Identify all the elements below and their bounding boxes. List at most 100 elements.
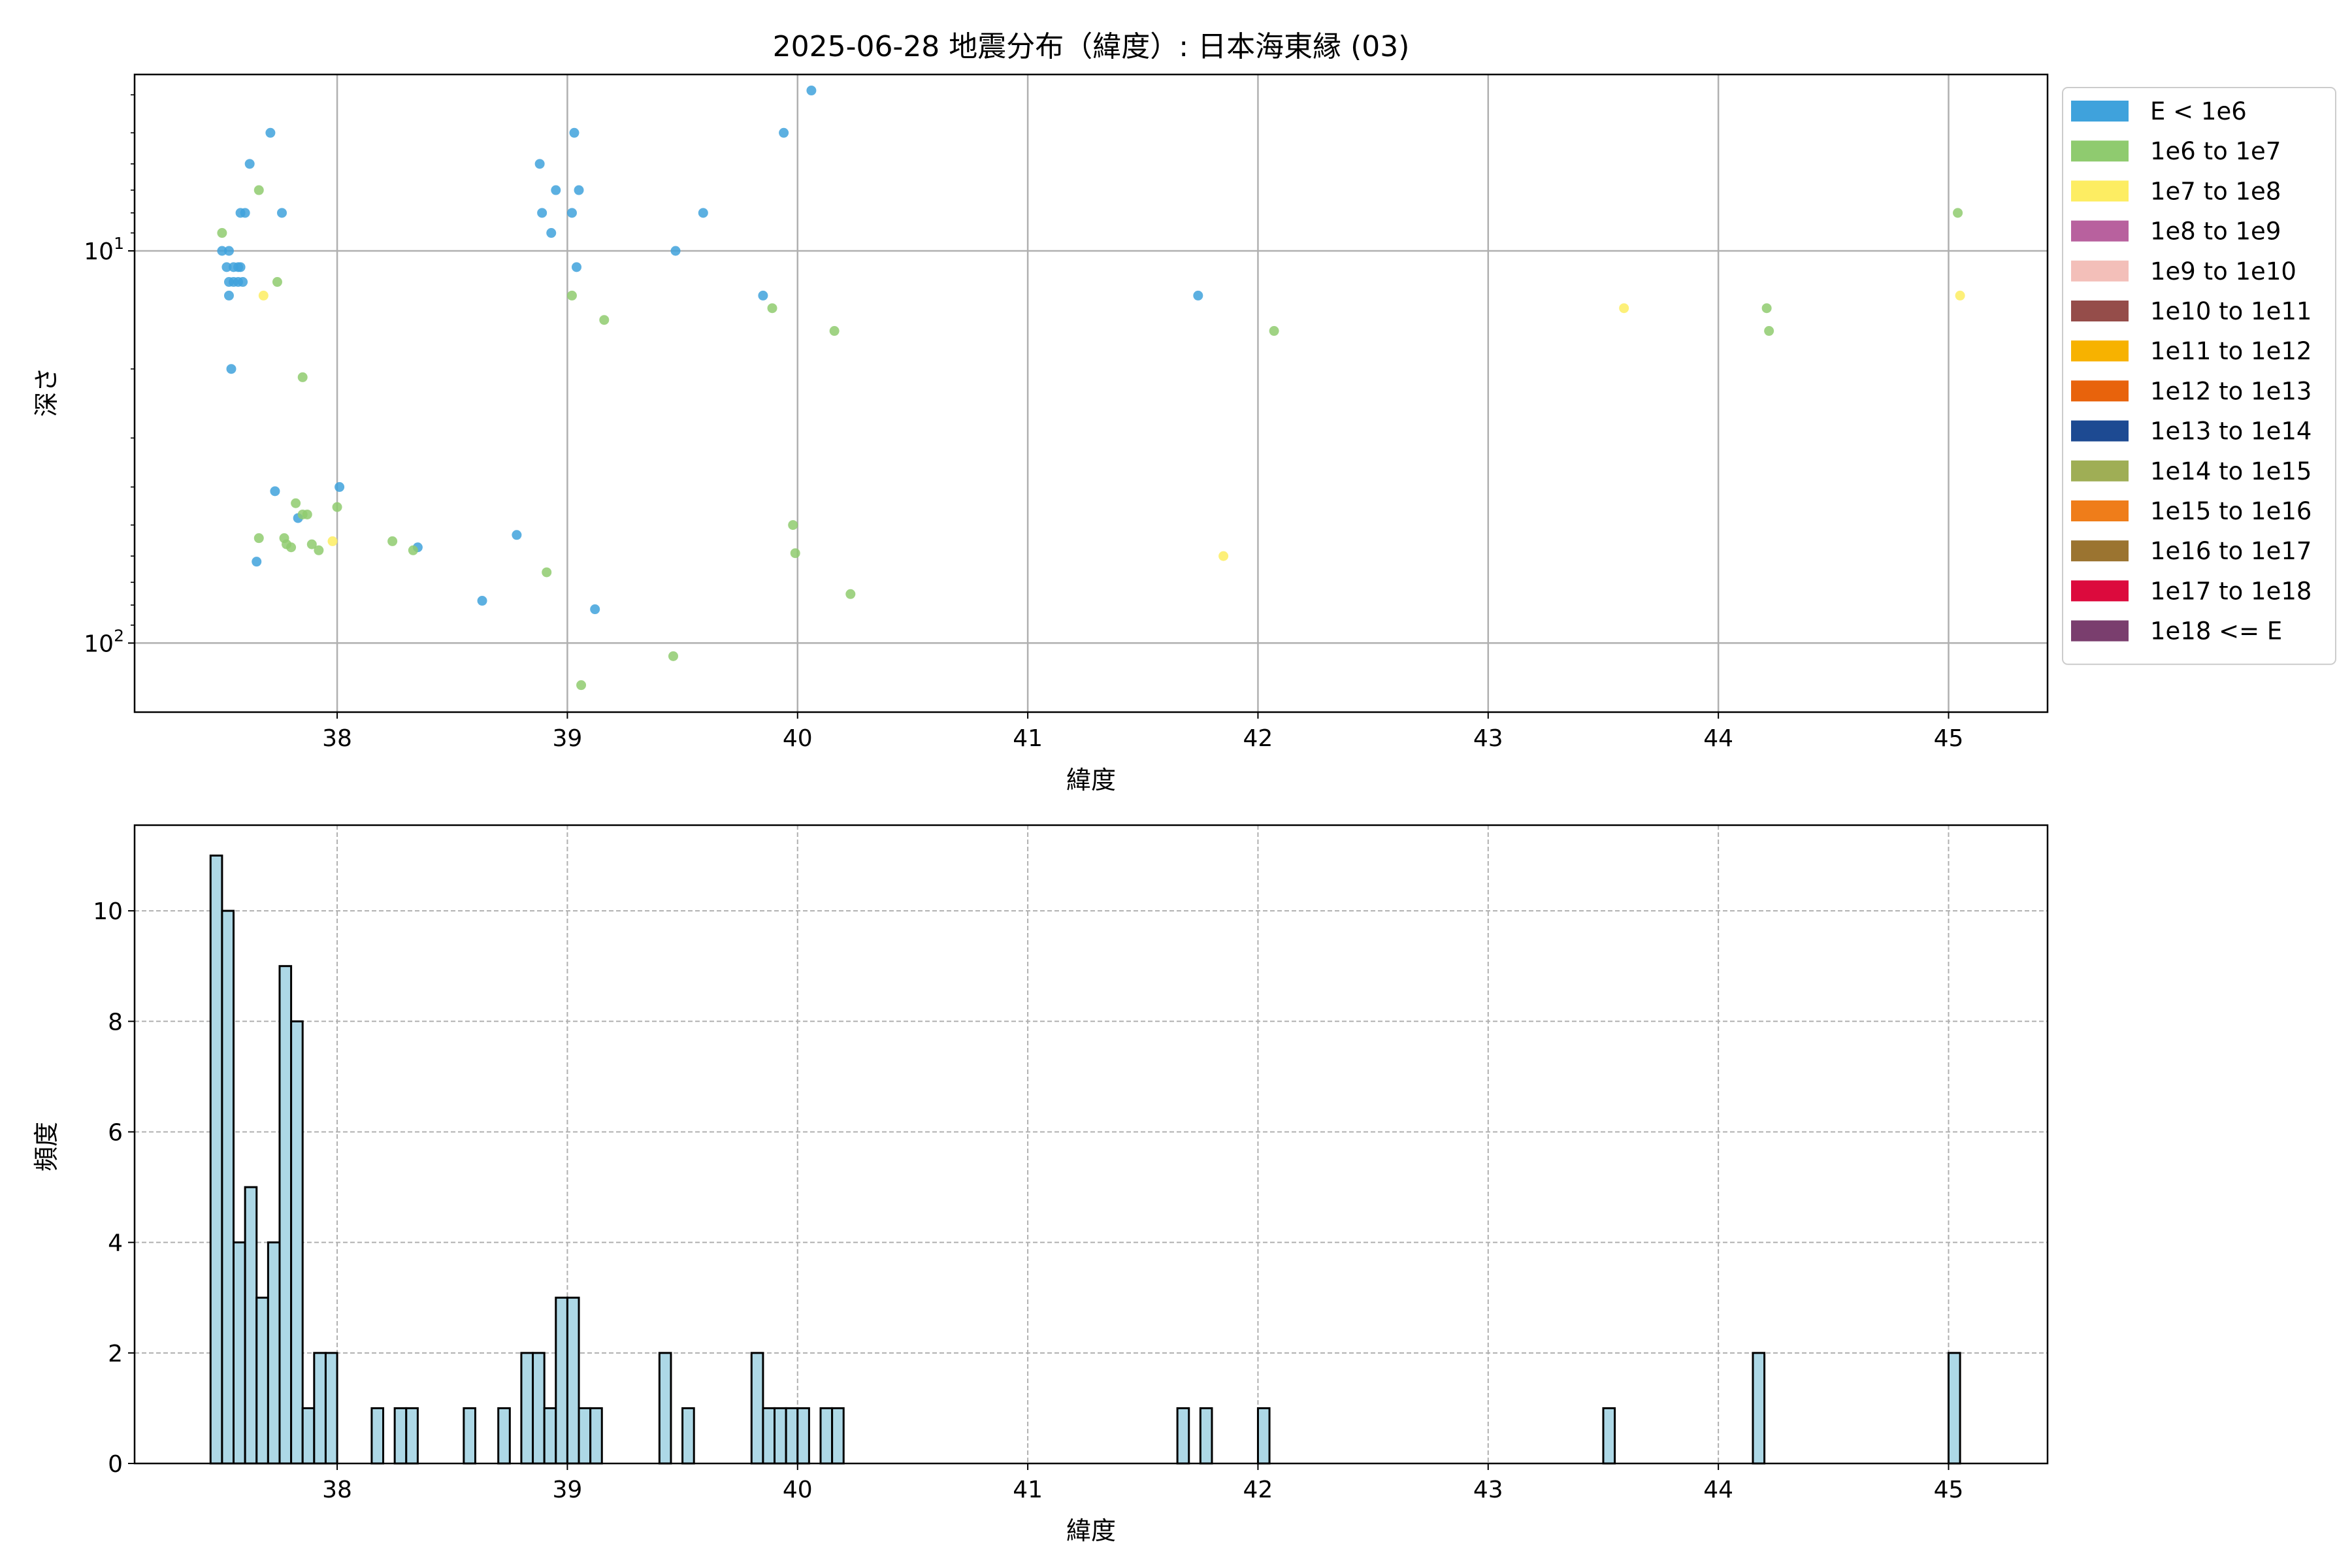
scatter-grid xyxy=(135,74,2048,712)
histogram-x-tick-label: 42 xyxy=(1243,1477,1273,1503)
scatter-point xyxy=(272,277,282,287)
scatter-point xyxy=(1955,290,1965,301)
histogram-bar xyxy=(532,1352,546,1465)
legend-entry-label: 1e6 to 1e7 xyxy=(2150,137,2281,165)
histogram-bar xyxy=(796,1407,810,1465)
scatter-point xyxy=(537,208,547,218)
histogram-bar xyxy=(221,909,235,1465)
legend-entry-label: 1e13 to 1e14 xyxy=(2150,417,2311,446)
histogram-y-tick-label: 10 xyxy=(93,898,123,925)
scatter-point xyxy=(572,262,582,272)
chart-title: 2025-06-28 地震分布（緯度）: 日本海東縁 (03) xyxy=(773,30,1410,63)
scatter-point xyxy=(270,486,280,497)
histogram-bars xyxy=(209,855,1961,1465)
scatter-point xyxy=(788,520,798,531)
legend-swatch xyxy=(2071,580,2129,602)
histogram-panel: 38 39 40 41 42 43 44 45 0 2 4 6 8 10 緯度 頻度 xyxy=(32,824,2049,1545)
scatter-point xyxy=(297,372,308,382)
scatter-point xyxy=(240,208,250,218)
histogram-bar xyxy=(405,1407,419,1465)
histogram-y-tick-label: 4 xyxy=(108,1230,123,1257)
scatter-point xyxy=(574,185,584,195)
histogram-bar xyxy=(578,1407,592,1465)
histogram-bar xyxy=(301,1407,316,1465)
scatter-x-axis-label: 緯度 xyxy=(1066,766,1116,794)
scatter-point xyxy=(1193,290,1203,301)
legend-swatch xyxy=(2071,620,2129,642)
scatter-point xyxy=(477,596,487,606)
scatter-point xyxy=(327,536,338,546)
histogram-bar xyxy=(785,1407,799,1465)
scatter-point xyxy=(698,208,708,218)
scatter-point xyxy=(1953,208,1963,218)
scatter-point xyxy=(668,651,678,661)
scatter-point xyxy=(314,545,324,555)
histogram-bar xyxy=(658,1352,672,1465)
histogram-y-tick-label: 6 xyxy=(108,1119,123,1146)
scatter-point xyxy=(291,498,301,508)
histogram-bar xyxy=(290,1020,304,1465)
scatter-point xyxy=(569,127,580,138)
scatter-point xyxy=(253,533,264,544)
scatter-point xyxy=(779,127,789,138)
scatter-point xyxy=(335,482,345,492)
scatter-point xyxy=(599,315,610,325)
scatter-point xyxy=(226,364,237,374)
scatter-point xyxy=(670,246,681,256)
legend-swatch xyxy=(2071,301,2129,321)
scatter-point xyxy=(806,86,817,96)
scatter-x-tick-label: 43 xyxy=(1473,725,1503,752)
histogram-bar xyxy=(324,1352,338,1465)
scatter-point xyxy=(551,185,561,195)
histogram-y-tick-label: 8 xyxy=(108,1009,123,1036)
scatter-point xyxy=(258,290,269,301)
legend-entry-label: 1e11 to 1e12 xyxy=(2150,337,2311,365)
scatter-point xyxy=(235,262,246,272)
legend-entry-label: 1e15 to 1e16 xyxy=(2150,497,2311,525)
scatter-point xyxy=(829,326,840,336)
histogram-bar xyxy=(267,1241,281,1465)
histogram-bar xyxy=(1176,1407,1190,1465)
scatter-x-tick-label: 38 xyxy=(322,725,352,752)
histogram-bar xyxy=(819,1407,834,1465)
scatter-point xyxy=(223,246,234,256)
scatter-point xyxy=(306,539,317,549)
legend-entry-label: 1e16 to 1e17 xyxy=(2150,537,2311,565)
scatter-point xyxy=(566,290,577,301)
legend-entry-label: 1e14 to 1e15 xyxy=(2150,457,2311,485)
legend-swatch xyxy=(2071,540,2129,562)
histogram-bar xyxy=(520,1352,534,1465)
histogram-bar xyxy=(1752,1352,1766,1465)
histogram-bar xyxy=(1256,1407,1271,1465)
histogram-bar xyxy=(774,1407,787,1465)
scatter-point xyxy=(244,159,255,169)
scatter-point xyxy=(1218,551,1229,561)
histogram-frame xyxy=(133,824,2049,1465)
legend: E < 1e6 1e6 to 1e7 1e7 to 1e8 1e8 to 1e9 1e9… xyxy=(2062,87,2336,665)
scatter-panel: 38 39 40 41 42 43 44 45 101 102 緯度 深さ E < 1e6 1e6 … xyxy=(32,73,2336,794)
scatter-point xyxy=(758,290,768,301)
scatter-point xyxy=(512,530,522,540)
histogram-bar xyxy=(497,1407,511,1465)
histogram-bar xyxy=(1602,1407,1616,1465)
histogram-bar xyxy=(209,855,223,1465)
scatter-point xyxy=(576,680,587,691)
histogram-bar xyxy=(681,1407,695,1465)
scatter-point xyxy=(252,557,262,567)
scatter-point xyxy=(1761,303,1772,314)
scatter-point xyxy=(221,262,232,272)
histogram-bar xyxy=(762,1407,776,1465)
scatter-point xyxy=(566,208,577,218)
scatter-point xyxy=(1619,303,1629,314)
histogram-x-axis-label: 緯度 xyxy=(1066,1516,1116,1545)
histogram-bar xyxy=(244,1186,258,1465)
legend-swatch xyxy=(2071,340,2129,362)
histogram-bar xyxy=(831,1407,845,1465)
histogram-x-tick-label: 43 xyxy=(1473,1477,1503,1503)
histogram-bar xyxy=(370,1407,385,1465)
histogram-y-axis-label: 頻度 xyxy=(32,1122,61,1171)
scatter-x-tick-label: 44 xyxy=(1703,725,1733,752)
legend-entry-label: 1e10 to 1e11 xyxy=(2150,297,2311,325)
histogram-x-tick-label: 44 xyxy=(1703,1477,1733,1503)
histogram-bar xyxy=(1199,1407,1213,1465)
